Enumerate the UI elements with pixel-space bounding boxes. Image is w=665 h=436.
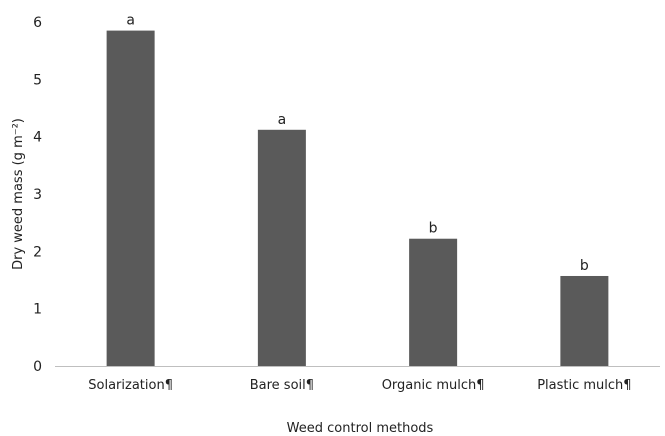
y-tick-label: 6 bbox=[33, 15, 42, 31]
y-tick-label: 2 bbox=[33, 244, 42, 260]
x-category-label: Plastic mulch¶ bbox=[537, 378, 631, 393]
x-axis-title: Weed control methods bbox=[287, 421, 434, 436]
y-tick-label: 3 bbox=[33, 187, 42, 203]
significance-letter: a bbox=[126, 13, 135, 29]
y-axis-title: Dry weed mass (g m⁻²) bbox=[11, 118, 26, 270]
category-labels: Solarization¶ Bare soil¶ Organic mulch¶ Pla… bbox=[88, 378, 631, 393]
y-tick-label: 0 bbox=[33, 359, 42, 375]
y-axis-ticks: 0 1 2 3 4 5 6 bbox=[33, 15, 42, 375]
y-tick-label: 5 bbox=[33, 72, 42, 88]
x-category-label: Organic mulch¶ bbox=[382, 378, 485, 393]
bar bbox=[258, 130, 306, 366]
x-category-label: Solarization¶ bbox=[88, 378, 173, 393]
bar bbox=[409, 239, 457, 366]
bar bbox=[107, 31, 155, 366]
significance-labels: a a b b bbox=[126, 13, 589, 274]
y-tick-label: 4 bbox=[33, 130, 42, 146]
y-tick-label: 1 bbox=[33, 302, 42, 318]
bars-group bbox=[107, 31, 609, 366]
significance-letter: b bbox=[580, 258, 589, 274]
significance-letter: b bbox=[429, 221, 438, 237]
bar bbox=[560, 276, 608, 366]
significance-letter: a bbox=[278, 112, 287, 128]
x-category-label: Bare soil¶ bbox=[250, 378, 314, 393]
